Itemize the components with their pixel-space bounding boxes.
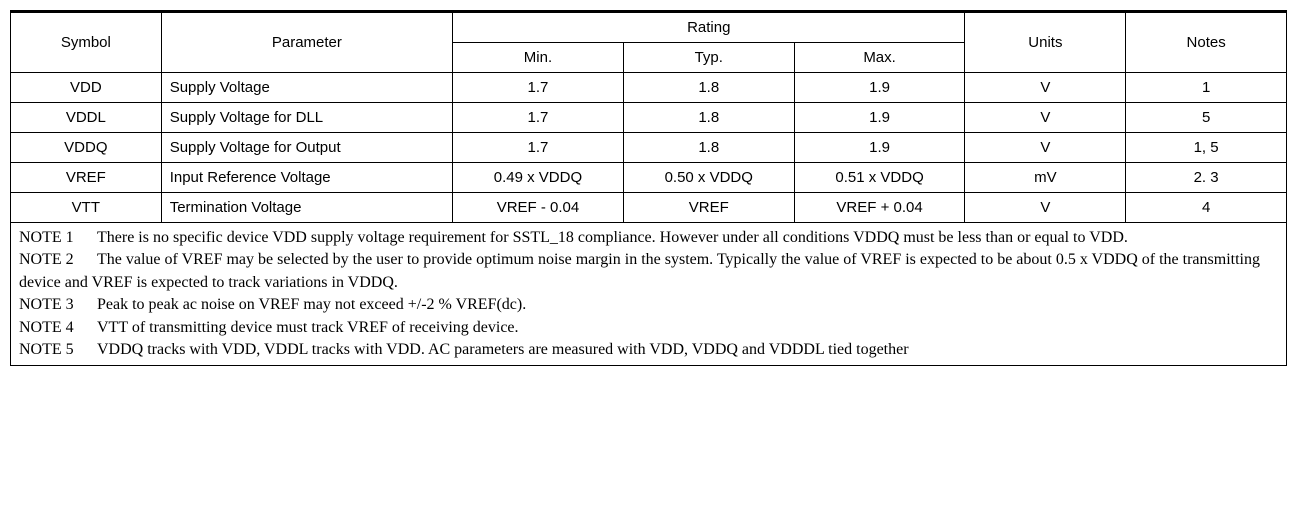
col-rating: Rating bbox=[453, 12, 965, 43]
col-typ: Typ. bbox=[623, 43, 794, 73]
cell-min: VREF - 0.04 bbox=[453, 193, 624, 223]
table-row: VDDLSupply Voltage for DLL1.71.81.9V5 bbox=[11, 103, 1287, 133]
table-row: VTTTermination VoltageVREF - 0.04VREFVRE… bbox=[11, 193, 1287, 223]
cell-typ: 1.8 bbox=[623, 73, 794, 103]
cell-symbol: VDDQ bbox=[11, 133, 162, 163]
footnote-key: NOTE 5 bbox=[19, 339, 97, 361]
cell-parameter: Supply Voltage for Output bbox=[161, 133, 452, 163]
cell-notes: 4 bbox=[1126, 193, 1287, 223]
footnote: NOTE 4VTT of transmitting device must tr… bbox=[19, 317, 1278, 339]
cell-min: 1.7 bbox=[453, 73, 624, 103]
cell-parameter: Input Reference Voltage bbox=[161, 163, 452, 193]
footnote-text: VDDQ tracks with VDD, VDDL tracks with V… bbox=[97, 341, 909, 358]
spec-table: Symbol Parameter Rating Units Notes Min.… bbox=[10, 10, 1287, 366]
col-notes: Notes bbox=[1126, 12, 1287, 73]
col-units: Units bbox=[965, 12, 1126, 73]
cell-notes: 5 bbox=[1126, 103, 1287, 133]
footnote-text: Peak to peak ac noise on VREF may not ex… bbox=[97, 296, 526, 313]
cell-typ: 1.8 bbox=[623, 103, 794, 133]
cell-min: 1.7 bbox=[453, 133, 624, 163]
footnote-key: NOTE 1 bbox=[19, 227, 97, 249]
cell-symbol: VTT bbox=[11, 193, 162, 223]
cell-typ: VREF bbox=[623, 193, 794, 223]
footnote-text: The value of VREF may be selected by the… bbox=[19, 251, 1260, 290]
footnote-key: NOTE 4 bbox=[19, 317, 97, 339]
cell-symbol: VREF bbox=[11, 163, 162, 193]
footnote: NOTE 3Peak to peak ac noise on VREF may … bbox=[19, 294, 1278, 316]
cell-typ: 1.8 bbox=[623, 133, 794, 163]
cell-parameter: Supply Voltage bbox=[161, 73, 452, 103]
cell-symbol: VDDL bbox=[11, 103, 162, 133]
cell-units: mV bbox=[965, 163, 1126, 193]
footnote-text: There is no specific device VDD supply v… bbox=[97, 229, 1128, 246]
cell-notes: 2. 3 bbox=[1126, 163, 1287, 193]
footnote-key: NOTE 3 bbox=[19, 294, 97, 316]
table-footnotes: NOTE 1There is no specific device VDD su… bbox=[11, 223, 1287, 366]
cell-symbol: VDD bbox=[11, 73, 162, 103]
table-row: VDDQSupply Voltage for Output1.71.81.9V1… bbox=[11, 133, 1287, 163]
cell-units: V bbox=[965, 133, 1126, 163]
footnote-key: NOTE 2 bbox=[19, 249, 97, 271]
footnote: NOTE 1There is no specific device VDD su… bbox=[19, 227, 1278, 249]
cell-min: 1.7 bbox=[453, 103, 624, 133]
cell-parameter: Termination Voltage bbox=[161, 193, 452, 223]
cell-max: 0.51 x VDDQ bbox=[794, 163, 965, 193]
footnote: NOTE 2The value of VREF may be selected … bbox=[19, 249, 1278, 294]
col-parameter: Parameter bbox=[161, 12, 452, 73]
table-row: VDDSupply Voltage1.71.81.9V1 bbox=[11, 73, 1287, 103]
cell-max: 1.9 bbox=[794, 73, 965, 103]
footnotes-cell: NOTE 1There is no specific device VDD su… bbox=[11, 223, 1287, 366]
footnote-text: VTT of transmitting device must track VR… bbox=[97, 319, 519, 336]
cell-units: V bbox=[965, 73, 1126, 103]
cell-max: 1.9 bbox=[794, 103, 965, 133]
footnote: NOTE 5VDDQ tracks with VDD, VDDL tracks … bbox=[19, 339, 1278, 361]
cell-notes: 1 bbox=[1126, 73, 1287, 103]
col-max: Max. bbox=[794, 43, 965, 73]
cell-units: V bbox=[965, 103, 1126, 133]
col-symbol: Symbol bbox=[11, 12, 162, 73]
cell-min: 0.49 x VDDQ bbox=[453, 163, 624, 193]
cell-notes: 1, 5 bbox=[1126, 133, 1287, 163]
table-body: VDDSupply Voltage1.71.81.9V1VDDLSupply V… bbox=[11, 73, 1287, 223]
table-header: Symbol Parameter Rating Units Notes Min.… bbox=[11, 12, 1287, 73]
col-min: Min. bbox=[453, 43, 624, 73]
cell-units: V bbox=[965, 193, 1126, 223]
cell-parameter: Supply Voltage for DLL bbox=[161, 103, 452, 133]
cell-max: VREF + 0.04 bbox=[794, 193, 965, 223]
cell-typ: 0.50 x VDDQ bbox=[623, 163, 794, 193]
table-row: VREFInput Reference Voltage0.49 x VDDQ0.… bbox=[11, 163, 1287, 193]
cell-max: 1.9 bbox=[794, 133, 965, 163]
